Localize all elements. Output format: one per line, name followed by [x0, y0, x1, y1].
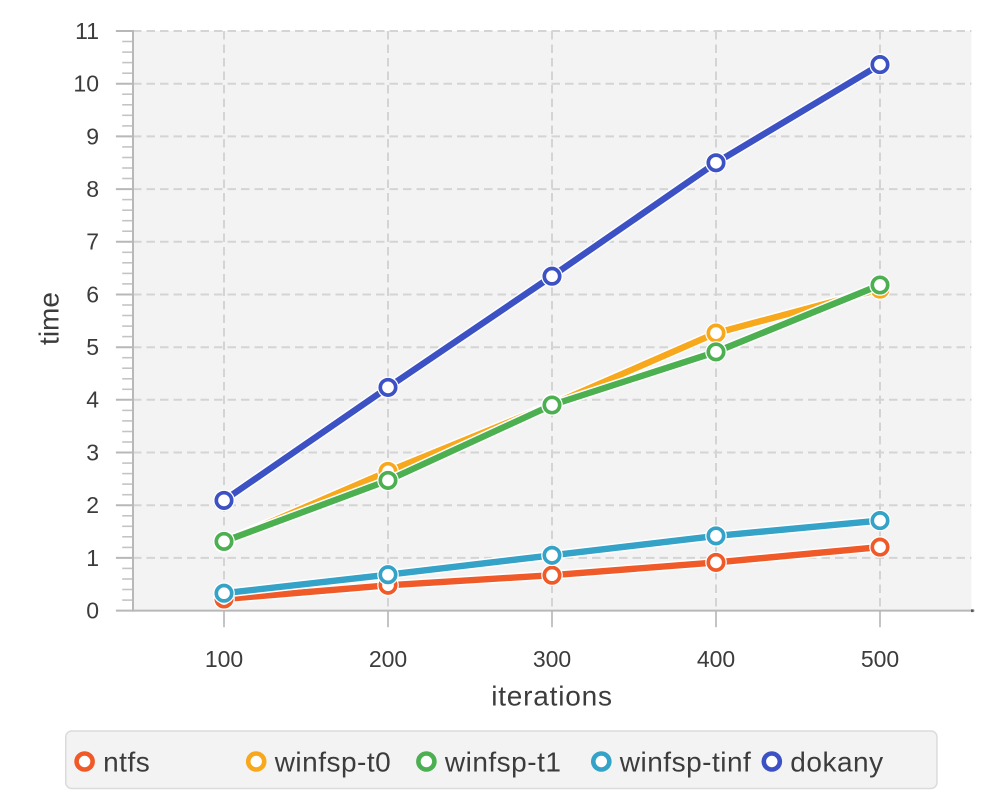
svg-text:time: time [34, 292, 65, 345]
svg-text:dokany: dokany [790, 746, 883, 777]
svg-text:7: 7 [86, 229, 99, 255]
svg-text:1: 1 [86, 545, 99, 571]
svg-text:2: 2 [86, 492, 99, 518]
svg-text:11: 11 [75, 18, 99, 44]
svg-text:0: 0 [86, 598, 99, 624]
svg-text:3: 3 [86, 439, 99, 465]
svg-text:4: 4 [86, 387, 99, 413]
svg-text:5: 5 [86, 334, 99, 360]
svg-text:6: 6 [86, 281, 99, 307]
svg-text:winfsp-t1: winfsp-t1 [444, 746, 562, 777]
svg-text:9: 9 [86, 123, 99, 149]
svg-text:500: 500 [861, 646, 899, 672]
svg-text:400: 400 [697, 646, 735, 672]
svg-text:100: 100 [205, 646, 243, 672]
svg-text:ntfs: ntfs [103, 746, 150, 777]
svg-text:winfsp-tinf: winfsp-tinf [619, 746, 752, 777]
svg-text:winfsp-t0: winfsp-t0 [274, 746, 392, 777]
svg-text:10: 10 [73, 71, 99, 97]
svg-text:200: 200 [369, 646, 407, 672]
svg-text:iterations: iterations [491, 681, 613, 712]
svg-text:300: 300 [533, 646, 571, 672]
svg-text:8: 8 [86, 176, 99, 202]
